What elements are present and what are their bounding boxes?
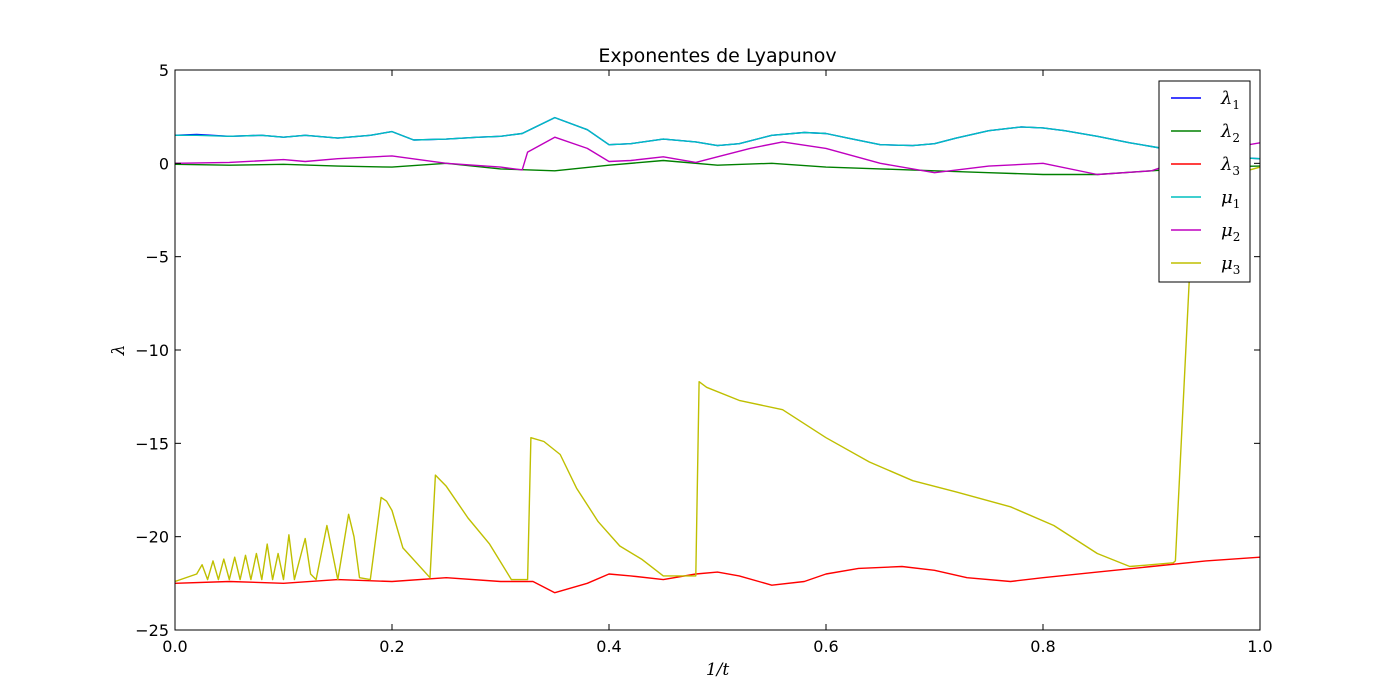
y-tick-label: 5 <box>159 61 169 80</box>
series-line-3 <box>175 556 1260 594</box>
y-axis: 5 0 −5 −10 −15 −20 −25 <box>135 61 1260 640</box>
y-tick-label: −5 <box>145 248 169 267</box>
series-line-6 <box>175 166 1260 583</box>
legend-entry-label: μ1 <box>1221 187 1240 211</box>
series-line-2 <box>175 159 1260 176</box>
x-tick-label: 0.8 <box>1030 637 1055 656</box>
y-tick-label: −15 <box>135 434 169 453</box>
x-tick-label: 0.0 <box>162 637 187 656</box>
chart-title: Exponentes de Lyapunov <box>598 45 836 67</box>
x-axis-label: 1/t <box>706 660 730 680</box>
x-tick-label: 0.2 <box>379 637 404 656</box>
legend-entry-label: μ3 <box>1221 253 1240 277</box>
legend: λ1 λ2 λ3 μ1 μ2 μ3 <box>1158 80 1251 283</box>
x-axis: 0.0 0.2 0.4 0.6 0.8 1.0 <box>162 70 1273 656</box>
y-tick-label: −25 <box>135 621 169 640</box>
legend-box <box>1158 80 1251 283</box>
series-line-4 <box>175 116 1260 160</box>
legend-entry-label: λ1 <box>1220 88 1240 112</box>
y-tick-label: 0 <box>159 154 169 173</box>
legend-entry-label: λ2 <box>1220 121 1240 145</box>
y-tick-label: −10 <box>135 341 169 360</box>
x-tick-label: 0.6 <box>813 637 838 656</box>
series-line-5 <box>175 136 1260 176</box>
series-layer <box>175 116 1260 594</box>
x-tick-label: 0.4 <box>596 637 621 656</box>
plot-area <box>174 69 1261 631</box>
legend-entry-label: μ2 <box>1221 220 1240 244</box>
legend-entry-label: λ3 <box>1220 154 1240 178</box>
y-tick-label: −20 <box>135 528 169 547</box>
x-tick-label: 1.0 <box>1247 637 1272 656</box>
y-axis-label: λ <box>109 345 129 357</box>
